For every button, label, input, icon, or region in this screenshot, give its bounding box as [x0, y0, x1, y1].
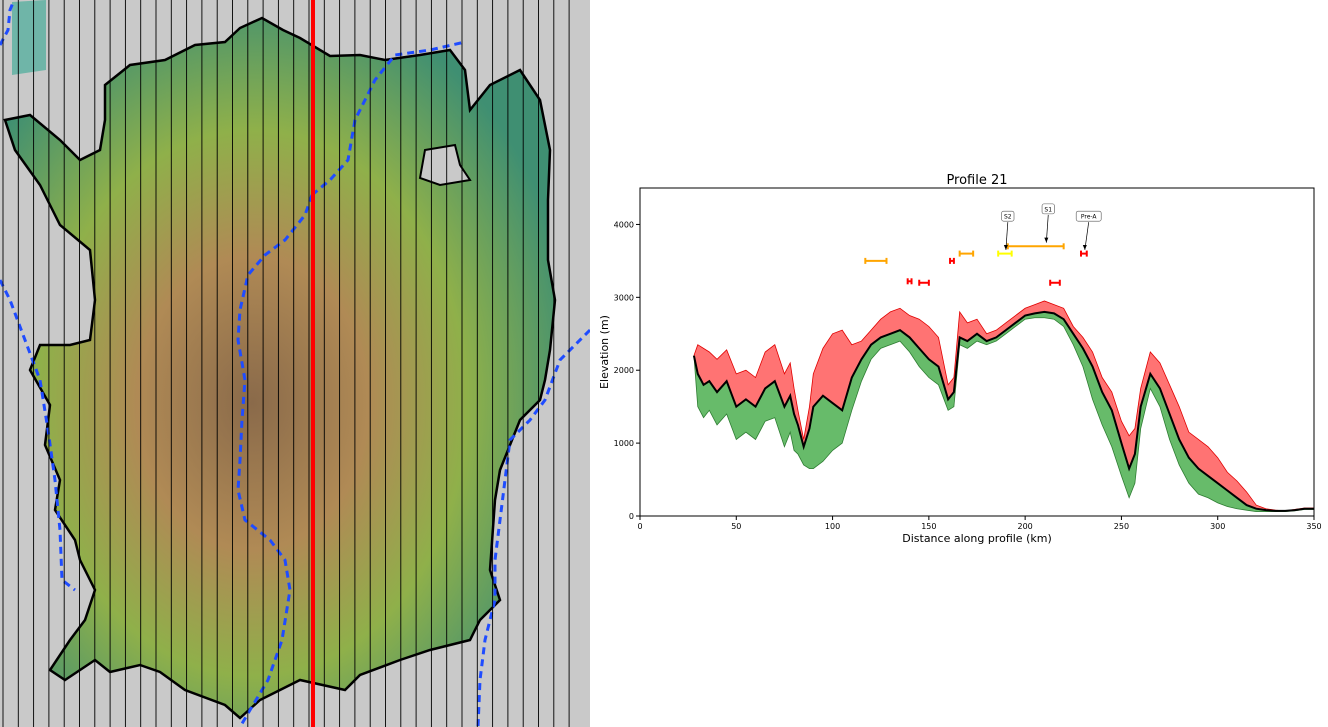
lake-cutout — [418, 143, 472, 187]
y-ticks: 0 1000 2000 3000 4000 — [614, 220, 640, 521]
region-polygon — [3, 16, 557, 720]
lines-layer — [692, 300, 1314, 513]
annotation-box — [1041, 203, 1055, 215]
x-tick-label: 150 — [921, 522, 936, 531]
mean-elevation-line — [692, 310, 1314, 512]
period-bar — [906, 278, 913, 285]
river-west — [0, 279, 76, 592]
y-tick-label: 4000 — [614, 220, 634, 229]
y-tick-label: 2000 — [614, 366, 634, 375]
annotation-arrowhead — [1044, 237, 1049, 243]
period-bar — [1006, 243, 1065, 250]
x-axis-label: Distance along profile (km) — [902, 532, 1051, 545]
chart-title: Profile 21 — [946, 173, 1007, 188]
y-tick-label: 1000 — [614, 439, 634, 448]
river-east — [476, 328, 590, 727]
plot-frame — [639, 187, 1315, 517]
x-tick-label: 0 — [637, 522, 642, 531]
y-tick-label: 3000 — [614, 293, 634, 302]
river-left — [236, 194, 314, 727]
profile-chart-panel: Profile 21 S2 S1 Pre-A 0 50 100 150 200 250 300 3… — [596, 160, 1324, 560]
profile-chart: Profile 21 S2 S1 Pre-A 0 50 100 150 200 250 300 3… — [598, 173, 1322, 545]
lower-envelope-fill — [693, 311, 1314, 512]
annotation-label: S2 — [1004, 214, 1012, 221]
map-panel — [0, 0, 590, 727]
min-elevation-line — [693, 317, 1314, 513]
profile-lines — [2, 0, 570, 727]
x-tick-label: 200 — [1018, 522, 1033, 531]
y-tick-label: 0 — [629, 512, 634, 521]
period-bars-layer — [864, 243, 1088, 286]
annotation-label: S1 — [1044, 206, 1052, 213]
x-tick-label: 250 — [1114, 522, 1129, 531]
period-bar — [949, 257, 955, 264]
x-tick-label: 350 — [1306, 522, 1321, 531]
annotation-arrowhead — [1003, 244, 1008, 250]
period-bar — [918, 279, 930, 286]
period-bar — [1049, 279, 1061, 286]
lake-patch — [12, 0, 46, 75]
annotation-arrowhead — [1082, 244, 1087, 250]
x-ticks: 0 50 100 150 200 250 300 350 — [637, 516, 1322, 531]
y-axis-label: Elevation (m) — [598, 315, 611, 389]
annotations-layer: S2 S1 Pre-A — [1001, 203, 1102, 251]
x-tick-label: 300 — [1210, 522, 1225, 531]
x-tick-label: 50 — [731, 522, 741, 531]
river-north — [0, 0, 16, 46]
river-right — [311, 40, 466, 197]
period-bar — [997, 250, 1013, 257]
fills-layer — [693, 300, 1314, 512]
period-bar — [958, 250, 975, 257]
annotation-box — [1001, 210, 1015, 222]
period-bar — [1079, 250, 1088, 257]
period-bar — [864, 257, 888, 264]
max-elevation-line — [693, 300, 1314, 512]
annotation-label: Pre-A — [1081, 214, 1098, 221]
upper-envelope-fill — [693, 300, 1314, 511]
annotation-box — [1075, 210, 1102, 222]
x-tick-label: 100 — [825, 522, 840, 531]
relief-map — [0, 0, 590, 727]
